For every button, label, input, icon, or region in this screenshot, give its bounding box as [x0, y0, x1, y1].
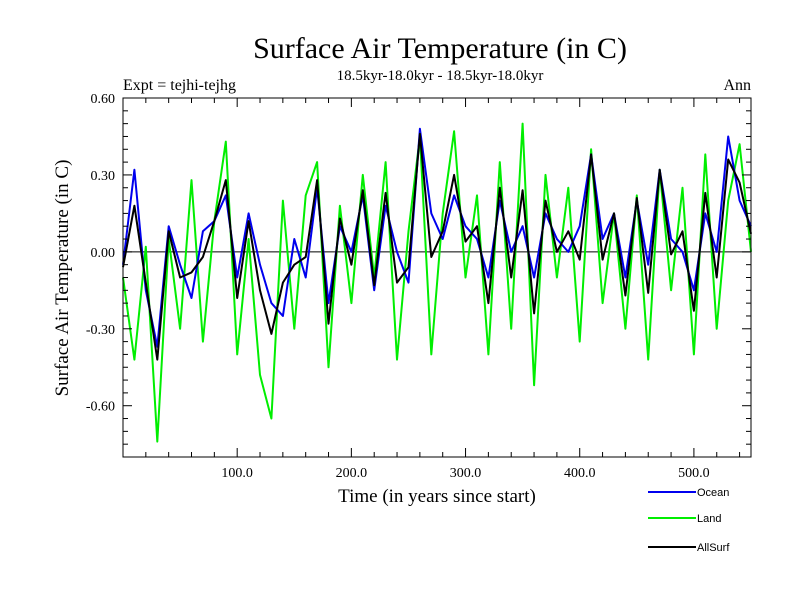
- series-line-land: [122, 122, 752, 443]
- legend-label-land: Land: [697, 513, 721, 525]
- y-axis-title: Surface Air Temperature (in C): [52, 160, 73, 397]
- experiment-label: Expt = tejhi-tejhg: [123, 77, 236, 94]
- x-tick-label: 300.0: [450, 466, 482, 481]
- y-tick-label: 0.00: [91, 246, 116, 261]
- y-tick-label: 0.60: [91, 92, 116, 107]
- x-tick-label: 500.0: [678, 466, 710, 481]
- x-tick-label: 100.0: [221, 466, 253, 481]
- legend-label-allsurf: AllSurf: [697, 542, 730, 554]
- x-tick-label: 200.0: [336, 466, 368, 481]
- series-line-ocean: [122, 127, 752, 348]
- x-tick-label: 400.0: [564, 466, 596, 481]
- legend-label-ocean: Ocean: [697, 487, 729, 499]
- y-tick-label: -0.60: [86, 400, 115, 415]
- chart-title: Surface Air Temperature (in C): [253, 32, 627, 65]
- series-line-allsurf: [122, 132, 752, 361]
- x-axis-title: Time (in years since start): [338, 486, 536, 507]
- season-label: Ann: [723, 77, 751, 94]
- y-tick-label: 0.30: [91, 169, 116, 184]
- y-tick-label: -0.30: [86, 323, 115, 338]
- chart-subtitle: 18.5kyr-18.0kyr - 18.5kyr-18.0kyr: [337, 68, 544, 84]
- plot-frame: [122, 97, 752, 458]
